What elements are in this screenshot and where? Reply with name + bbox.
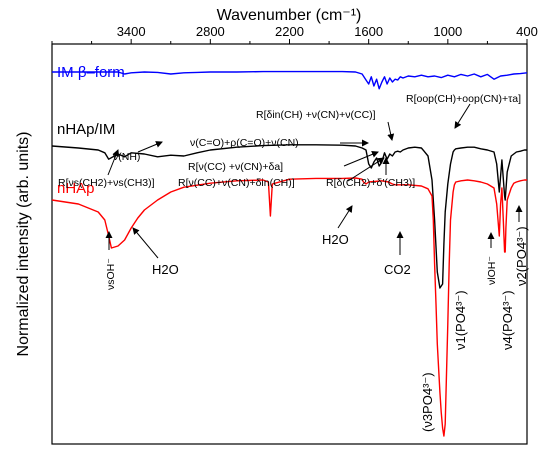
annotation-nu3-po4: (ν3PO4³⁻) xyxy=(420,372,435,432)
series-line-2 xyxy=(51,177,527,437)
annotation-nu2-po4: ν2(PO4³⁻) xyxy=(514,226,529,286)
annotation-nus-oh: νsOH⁻ xyxy=(105,258,117,290)
arrow-h2o-right xyxy=(337,205,353,229)
annotation-arrows xyxy=(105,103,523,259)
series-label-nhap: nHAp xyxy=(57,180,95,197)
x-tick-label: 2800 xyxy=(196,24,225,39)
annotation-nu1-po4: ν1(PO4³⁻) xyxy=(453,290,468,350)
x-tick-label: 400 xyxy=(516,24,538,39)
arrow-nu-cc-delta-in xyxy=(347,157,385,182)
annotation-h2o-left: H2O xyxy=(152,262,179,277)
series-line-1 xyxy=(51,144,527,289)
annotation-h2o-right: H2O xyxy=(322,232,349,247)
annotation-nu4-po4: ν4(PO4³⁻) xyxy=(500,290,515,350)
arrow-oop xyxy=(454,103,471,129)
arrow-h2o-left xyxy=(132,227,159,259)
annotation-nu-cc-delta-a: R[ν(CC) +ν(CN)+δa] xyxy=(188,161,283,173)
x-axis-title: Wavenumber (cm⁻¹) xyxy=(217,7,362,24)
series-label-im-beta: IM β–form xyxy=(57,64,125,81)
annotation-nul-oh: νlOH⁻ xyxy=(486,256,498,285)
x-tick-label: 1600 xyxy=(354,24,383,39)
annotation-carbonyl: ν(C=O)+ρ(C=O)+ν(CN) xyxy=(190,137,299,149)
annotation-nu-cc-delta-in: R[ν(CC)+ν(CN)+δin(CH)] xyxy=(178,177,295,189)
x-tick-label: 1000 xyxy=(433,24,462,39)
x-axis-ticks: 3400 2800 2200 1600 1000 400 xyxy=(51,24,538,44)
annotation-co2: CO2 xyxy=(384,262,411,277)
annotation-nu-nh: ν(NH) xyxy=(113,151,140,163)
annotation-ch2-ch3-stretch: R[νs(CH2)+νs(CH3)] xyxy=(58,177,155,189)
series-label-nhap-im: nHAp/IM xyxy=(57,121,115,138)
annotation-delta-in-ch: R[δin(CH) +ν(CN)+ν(CC)] xyxy=(256,109,376,121)
x-tick-label: 3400 xyxy=(117,24,146,39)
annotation-oop: R[oop(CH)+oop(CN)+τa] xyxy=(406,93,521,105)
y-axis-title: Normalized intensity (arb. units) xyxy=(15,132,32,357)
series-lines xyxy=(51,70,528,437)
arrow-nu-cc-delta-a xyxy=(343,151,379,167)
arrow-ch2-ch3-stretch xyxy=(107,149,120,176)
arrow-delta-in-ch xyxy=(387,121,395,141)
x-tick-label: 2200 xyxy=(275,24,304,39)
series-line-0 xyxy=(52,70,528,90)
annotation-ch2-ch3-bend: R[δ(CH2)+δ′(CH3)] xyxy=(326,177,415,189)
arrow-nu-nh xyxy=(137,141,163,153)
